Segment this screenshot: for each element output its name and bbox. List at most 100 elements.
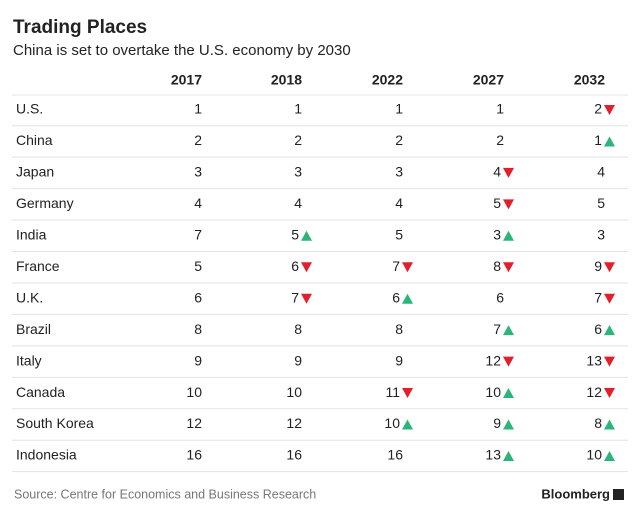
row-label: France	[16, 258, 60, 274]
trend-arrow	[301, 262, 312, 273]
cell-value: 4	[194, 195, 202, 211]
cell-value: 5	[493, 195, 501, 211]
trend-arrow	[402, 388, 413, 399]
cell-value: 2	[194, 132, 202, 148]
subtitle: China is set to overtake the U.S. econom…	[13, 42, 351, 59]
row-label: Japan	[16, 164, 54, 180]
cell-value: 5	[597, 195, 605, 211]
cell-value: 8	[493, 258, 501, 274]
cell-value: 7	[594, 289, 602, 305]
cell-value: 10	[384, 415, 400, 431]
cell-value: 2	[594, 101, 602, 117]
cell-value: 1	[194, 101, 202, 117]
cell-value: 2	[496, 132, 504, 148]
trend-arrow	[503, 325, 514, 336]
cell-value: 8	[194, 321, 202, 337]
cell-value: 2	[294, 132, 302, 148]
cell-value: 5	[194, 258, 202, 274]
cell-value: 7	[493, 321, 501, 337]
cell-value: 3	[194, 164, 202, 180]
cell-value: 12	[485, 352, 501, 368]
cell-value: 8	[594, 415, 602, 431]
cell-value: 13	[485, 447, 501, 463]
cell-value: 16	[186, 447, 202, 463]
trend-arrow	[503, 167, 514, 178]
column-header: 2018	[271, 72, 302, 88]
row-label: South Korea	[16, 415, 94, 431]
cell-value: 9	[493, 415, 501, 431]
row-label: U.K.	[16, 289, 43, 305]
brand: Bloomberg	[541, 486, 610, 501]
column-header: 2032	[574, 72, 605, 88]
cell-value: 1	[395, 101, 403, 117]
cell-value: 1	[594, 132, 602, 148]
trend-arrow	[301, 293, 312, 304]
row-label: India	[16, 227, 47, 243]
cell-value: 12	[286, 415, 302, 431]
trend-arrow	[503, 199, 514, 210]
title: Trading Places	[13, 17, 147, 38]
cell-value: 9	[294, 352, 302, 368]
trend-arrow	[604, 419, 615, 430]
brand-icon	[613, 489, 624, 500]
cell-value: 4	[395, 195, 403, 211]
cell-value: 5	[291, 227, 299, 243]
cell-value: 12	[186, 415, 202, 431]
source: Source: Centre for Economics and Busines…	[14, 487, 316, 501]
trend-arrow	[503, 230, 514, 241]
cell-value: 4	[493, 164, 501, 180]
row-label: Canada	[16, 384, 65, 400]
cell-value: 10	[286, 384, 302, 400]
cell-value: 4	[294, 195, 302, 211]
column-header: 2022	[372, 72, 403, 88]
trend-arrow	[301, 230, 312, 241]
cell-value: 7	[392, 258, 400, 274]
column-header: 2027	[473, 72, 504, 88]
trend-arrow	[604, 136, 615, 147]
cell-value: 6	[594, 321, 602, 337]
trend-arrow	[604, 293, 615, 304]
cell-value: 9	[395, 352, 403, 368]
trend-arrow	[604, 356, 615, 367]
cell-value: 8	[395, 321, 403, 337]
cell-value: 1	[496, 101, 504, 117]
cell-value: 10	[186, 384, 202, 400]
cell-value: 6	[291, 258, 299, 274]
trend-arrow	[604, 325, 615, 336]
cell-value: 8	[294, 321, 302, 337]
row-label: Germany	[16, 195, 74, 211]
cell-value: 6	[392, 289, 400, 305]
cell-value: 10	[485, 384, 501, 400]
cell-value: 9	[194, 352, 202, 368]
cell-value: 3	[597, 227, 605, 243]
trend-arrow	[402, 419, 413, 430]
cell-value: 3	[493, 227, 501, 243]
row-label: U.S.	[16, 101, 43, 117]
row-label: Brazil	[16, 321, 51, 337]
trend-arrow	[503, 262, 514, 273]
trend-arrow	[604, 105, 615, 115]
trend-arrow	[604, 450, 615, 461]
cell-value: 2	[395, 132, 403, 148]
column-header: 2017	[171, 72, 202, 88]
cell-value: 6	[194, 289, 202, 305]
cell-value: 1	[294, 101, 302, 117]
trend-arrow	[503, 450, 514, 461]
cell-value: 11	[385, 384, 400, 400]
row-label: Indonesia	[16, 447, 77, 463]
cell-value: 16	[387, 447, 403, 463]
cell-value: 16	[286, 447, 302, 463]
cell-value: 9	[594, 258, 602, 274]
row-label: China	[16, 132, 53, 148]
trend-arrow	[402, 262, 413, 273]
cell-value: 3	[294, 164, 302, 180]
cell-value: 13	[586, 352, 602, 368]
cell-value: 12	[586, 384, 602, 400]
trend-arrow	[503, 419, 514, 430]
trend-arrow	[604, 388, 615, 399]
trend-arrow	[503, 356, 514, 367]
trend-arrow	[503, 388, 514, 399]
row-label: Italy	[16, 352, 42, 368]
